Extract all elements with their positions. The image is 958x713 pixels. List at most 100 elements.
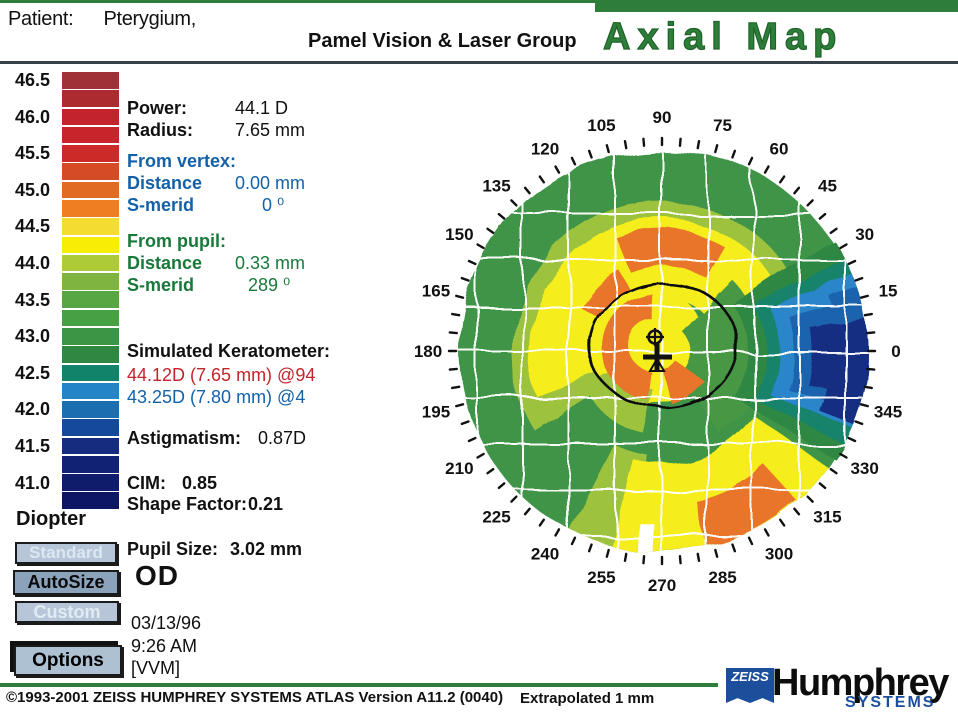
copyright-text: ©1993-2001 ZEISS HUMPHREY SYSTEMS ATLAS …	[6, 689, 504, 706]
pupil-center-marker	[643, 343, 672, 372]
scale-color-block	[62, 291, 119, 308]
diopter-color-scale	[62, 72, 119, 511]
zeiss-logo: ZEISS	[726, 668, 774, 703]
cim-label: CIM:	[127, 473, 166, 493]
scale-color-block	[62, 90, 119, 107]
scale-color-block	[62, 327, 119, 345]
power-value: 44.1 D	[235, 98, 289, 118]
exam-time: 9:26 AM	[131, 636, 198, 656]
patient-label: Patient:	[8, 8, 74, 30]
scale-color-block	[62, 236, 119, 254]
angle-label: 75	[713, 116, 732, 135]
scale-color-block	[62, 401, 119, 418]
scale-label: 42.0	[14, 399, 50, 420]
cim-value: 0.85	[182, 473, 218, 493]
angle-label: 300	[765, 545, 793, 564]
angle-label: 90	[653, 108, 672, 127]
humphrey-logo-text: Humphrey	[772, 662, 949, 704]
standard-button[interactable]: Standard	[15, 542, 117, 564]
angle-label: 45	[818, 177, 837, 196]
scale-color-block	[62, 455, 119, 473]
angle-label: 60	[770, 139, 789, 158]
power-label: Power:	[127, 98, 188, 118]
scale-color-block	[62, 163, 119, 180]
pupil-smerid-value: 289 ⁰	[248, 275, 291, 295]
patient-name: Pterygium,	[103, 8, 197, 30]
angle-label: 240	[531, 545, 559, 564]
extrapolated-note: Extrapolated 1 mm	[520, 690, 655, 707]
scale-color-block	[62, 382, 119, 400]
axial-topography-map: 0 15 30 45 60 75 90 105 120 135 150 165 180 195 210 225…	[414, 108, 902, 595]
title-green-bar	[595, 0, 958, 12]
angle-label: 270	[648, 576, 676, 595]
scale-label: 45.5	[14, 143, 50, 164]
angle-label: 165	[422, 281, 450, 300]
angle-label: 315	[813, 507, 841, 526]
pupil-distance-label: Distance	[127, 253, 203, 273]
from-pupil-label: From pupil:	[127, 231, 226, 251]
header-divider	[0, 61, 958, 64]
scale-color-block	[62, 181, 119, 199]
scale-color-block	[62, 492, 119, 510]
simk-label: Simulated Keratometer:	[127, 341, 331, 361]
scale-color-block	[62, 218, 119, 235]
angle-label: 105	[587, 116, 615, 135]
angle-label: 150	[445, 225, 473, 244]
pupil-smerid-label: S-merid	[127, 275, 195, 295]
patient-row: Patient: Pterygium,	[8, 8, 196, 31]
scale-color-block	[62, 254, 119, 272]
angle-label: 30	[855, 225, 874, 244]
custom-button[interactable]: Custom	[15, 601, 119, 623]
scale-label: 46.5	[14, 70, 50, 90]
pupil-size-label: Pupil Size:	[127, 539, 219, 559]
simk-steep-value: 44.12D (7.65 mm) @94	[127, 365, 316, 385]
scale-color-block	[62, 346, 119, 363]
scale-label: 46.0	[14, 106, 50, 127]
systems-logo-text: SYSTEMS	[845, 694, 936, 711]
angle-label: 195	[422, 403, 450, 422]
scale-label: 41.5	[14, 436, 50, 456]
angle-label: 285	[708, 568, 736, 587]
scale-color-block	[62, 126, 119, 144]
scale-color-block	[62, 273, 119, 290]
options-button[interactable]: Options	[14, 645, 122, 676]
page-title: Axial Map	[602, 15, 844, 58]
angle-label: 135	[482, 177, 510, 196]
scale-color-block	[62, 108, 119, 126]
scale-color-block	[62, 419, 119, 436]
clinic-name: Pamel Vision & Laser Group	[308, 30, 577, 52]
angle-label: 255	[587, 568, 615, 587]
scale-color-block	[62, 199, 119, 217]
diopter-unit-label: Diopter	[16, 508, 86, 530]
scale-color-block	[62, 437, 119, 455]
pupil-distance-value: 0.33 mm	[235, 253, 306, 273]
angle-label: 180	[414, 342, 442, 361]
vertex-smerid-label: S-merid	[127, 195, 195, 215]
astigmatism-label: Astigmatism:	[127, 428, 242, 448]
top-green-line	[0, 0, 958, 3]
radius-value: 7.65 mm	[235, 120, 306, 140]
angle-labels: 0 15 30 45 60 75 90 105 120 135 150 165 180 195 210 225…	[414, 108, 902, 595]
vertex-smerid-value: 0 ⁰	[262, 195, 285, 215]
vertex-distance-label: Distance	[127, 173, 203, 193]
exam-date: 03/13/96	[131, 613, 202, 633]
scale-label: 41.0	[14, 472, 50, 493]
angle-label: 15	[879, 281, 898, 300]
scale-color-block	[62, 145, 119, 162]
angle-label: 0	[891, 342, 900, 361]
shape-factor-label: Shape Factor:	[127, 494, 248, 514]
operator-code: [VVM]	[131, 658, 181, 678]
scale-label: 44.0	[14, 253, 50, 273]
angle-label: 210	[445, 459, 473, 478]
simk-flat-value: 43.25D (7.80 mm) @4	[127, 387, 306, 407]
scale-color-block	[62, 474, 119, 491]
scale-label: 43.5	[14, 289, 50, 310]
scale-label: 45.0	[14, 179, 50, 200]
scale-color-block	[62, 72, 119, 89]
angle-label: 120	[531, 139, 559, 158]
pupil-outline	[587, 280, 739, 410]
autosize-button[interactable]: AutoSize	[13, 570, 119, 595]
vertex-distance-value: 0.00 mm	[235, 173, 306, 193]
footer-green-line	[0, 683, 718, 687]
